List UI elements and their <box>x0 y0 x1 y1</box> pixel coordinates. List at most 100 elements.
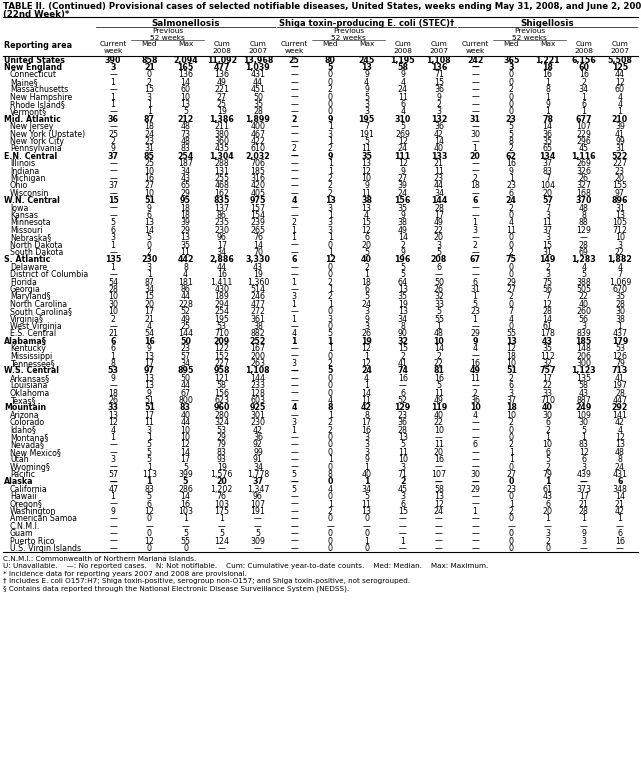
Text: 87: 87 <box>144 277 154 287</box>
Text: 35: 35 <box>397 293 408 302</box>
Text: 14: 14 <box>397 233 408 242</box>
Text: —: — <box>471 529 479 538</box>
Text: —: — <box>254 515 262 524</box>
Text: 447: 447 <box>612 396 628 405</box>
Text: 6: 6 <box>617 529 622 538</box>
Text: South Carolina§: South Carolina§ <box>10 307 72 316</box>
Text: —: — <box>109 544 117 553</box>
Text: 13: 13 <box>108 410 118 420</box>
Text: 23: 23 <box>144 137 154 146</box>
Text: 195: 195 <box>358 115 375 124</box>
Text: 272: 272 <box>251 307 265 316</box>
Text: 8: 8 <box>581 211 586 220</box>
Text: 48: 48 <box>434 329 444 338</box>
Text: 4: 4 <box>111 426 115 435</box>
Text: 34: 34 <box>579 85 588 94</box>
Text: 435: 435 <box>214 144 229 154</box>
Text: 31: 31 <box>144 144 154 154</box>
Text: 7: 7 <box>545 293 550 302</box>
Text: 10: 10 <box>434 426 444 435</box>
Text: 1: 1 <box>472 315 478 324</box>
Text: 310: 310 <box>395 115 411 124</box>
Text: —: — <box>579 522 588 530</box>
Text: 121: 121 <box>214 374 229 383</box>
Text: 6: 6 <box>617 477 622 486</box>
Text: 405: 405 <box>251 188 265 198</box>
Text: Med: Med <box>142 41 157 47</box>
Text: 882: 882 <box>251 329 265 338</box>
Text: 51: 51 <box>144 396 154 405</box>
Text: 242: 242 <box>467 55 483 65</box>
Text: 2: 2 <box>328 174 333 183</box>
Text: 97: 97 <box>615 188 625 198</box>
Text: 0: 0 <box>328 433 333 442</box>
Text: 12: 12 <box>615 78 625 87</box>
Text: 12: 12 <box>362 226 372 235</box>
Text: 53: 53 <box>108 366 119 375</box>
Text: —: — <box>471 270 479 279</box>
Text: 131: 131 <box>214 166 229 176</box>
Text: 2: 2 <box>292 144 297 154</box>
Text: —: — <box>109 515 117 524</box>
Text: 301: 301 <box>251 410 265 420</box>
Text: 92: 92 <box>253 440 263 449</box>
Text: 4: 4 <box>292 404 297 413</box>
Text: 10: 10 <box>144 188 154 198</box>
Text: 7: 7 <box>509 307 514 316</box>
Text: 6: 6 <box>364 233 369 242</box>
Text: 14: 14 <box>362 388 372 397</box>
Text: 610: 610 <box>251 144 265 154</box>
Text: 57: 57 <box>542 196 553 205</box>
Text: 5: 5 <box>400 440 405 449</box>
Text: 11: 11 <box>397 448 408 457</box>
Text: —: — <box>435 537 443 546</box>
Text: 5: 5 <box>437 382 442 390</box>
Text: 439: 439 <box>576 470 591 479</box>
Text: 155: 155 <box>612 182 628 190</box>
Text: 16: 16 <box>144 174 154 183</box>
Text: 9: 9 <box>437 93 442 102</box>
Text: 10: 10 <box>397 455 408 464</box>
Text: 128: 128 <box>251 388 265 397</box>
Text: 3: 3 <box>328 315 333 324</box>
Text: 0: 0 <box>328 78 333 87</box>
Text: 33: 33 <box>542 388 553 397</box>
Text: 17: 17 <box>579 492 588 501</box>
Text: 12: 12 <box>615 433 625 442</box>
Text: 168: 168 <box>576 188 591 198</box>
Text: —: — <box>109 499 117 508</box>
Text: —: — <box>290 285 298 294</box>
Text: 13: 13 <box>397 433 408 442</box>
Text: 3: 3 <box>617 241 622 249</box>
Text: —: — <box>290 440 298 449</box>
Text: 38: 38 <box>361 196 372 205</box>
Text: —: — <box>580 477 588 486</box>
Text: 2: 2 <box>437 352 442 360</box>
Text: 19: 19 <box>217 463 227 471</box>
Text: —: — <box>290 448 298 457</box>
Text: 228: 228 <box>178 299 193 309</box>
Text: 65: 65 <box>542 144 553 154</box>
Text: 6: 6 <box>472 196 478 205</box>
Text: 165: 165 <box>178 63 194 72</box>
Text: 144: 144 <box>251 374 265 383</box>
Text: 9: 9 <box>400 71 405 79</box>
Text: 13: 13 <box>397 307 408 316</box>
Text: 3: 3 <box>581 537 587 546</box>
Text: 21: 21 <box>108 329 118 338</box>
Text: 0: 0 <box>328 463 333 471</box>
Text: 49: 49 <box>470 366 481 375</box>
Text: 7: 7 <box>364 122 369 131</box>
Text: 37: 37 <box>542 159 553 168</box>
Text: —: — <box>616 544 624 553</box>
Text: 960: 960 <box>213 404 230 413</box>
Text: 14: 14 <box>181 78 190 87</box>
Text: 13: 13 <box>144 382 154 390</box>
Text: 1,108: 1,108 <box>246 366 271 375</box>
Text: 0: 0 <box>509 515 514 524</box>
Text: 45: 45 <box>397 485 408 494</box>
Text: 113: 113 <box>142 470 157 479</box>
Text: 0: 0 <box>328 100 333 109</box>
Text: 40: 40 <box>361 255 372 264</box>
Text: 8: 8 <box>617 455 622 464</box>
